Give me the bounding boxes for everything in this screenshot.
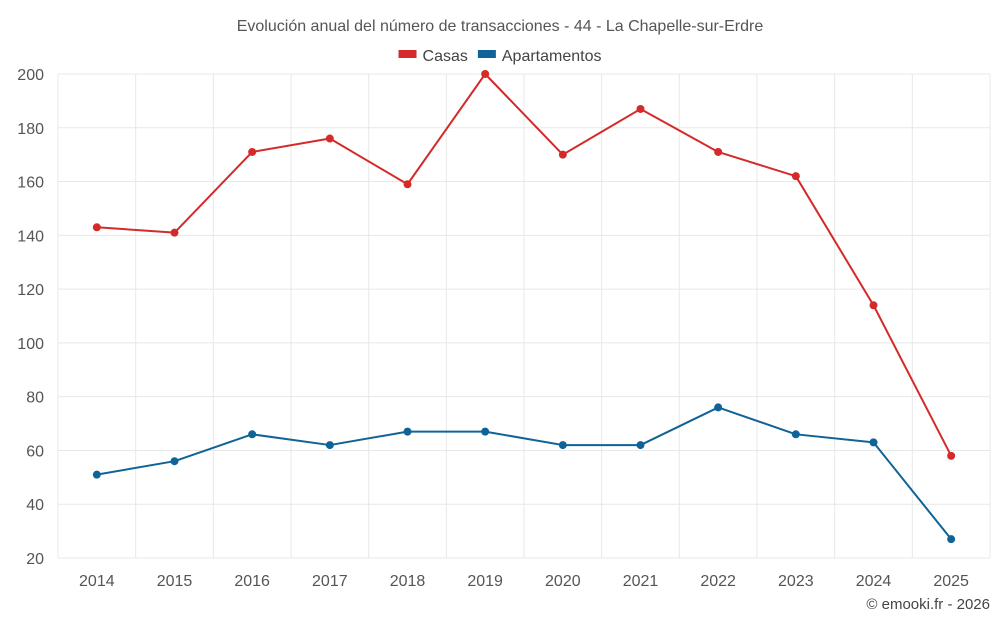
y-tick-label: 200 — [17, 67, 44, 84]
data-point[interactable] — [248, 430, 257, 439]
x-tick-label: 2020 — [545, 573, 581, 590]
x-tick-label: 2025 — [933, 573, 969, 590]
y-axis: 20 40 60 80 100 120 140 160 180 200 — [17, 67, 44, 568]
series-casas — [92, 70, 956, 460]
data-point[interactable] — [481, 70, 490, 78]
data-point[interactable] — [481, 427, 490, 436]
data-point[interactable] — [170, 228, 179, 237]
data-point[interactable] — [92, 470, 101, 479]
data-point[interactable] — [325, 441, 334, 450]
series-apartamentos — [92, 403, 956, 544]
x-tick-label: 2021 — [623, 573, 659, 590]
data-point[interactable] — [714, 147, 723, 156]
legend-swatch — [477, 50, 496, 58]
data-point[interactable] — [558, 150, 567, 159]
data-point[interactable] — [869, 438, 878, 447]
data-point[interactable] — [791, 430, 800, 439]
data-point[interactable] — [791, 172, 800, 181]
data-point[interactable] — [947, 535, 956, 544]
x-tick-label: 2014 — [79, 573, 115, 590]
data-point[interactable] — [248, 147, 257, 156]
legend-swatch — [398, 50, 417, 58]
legend-label: Casas — [423, 48, 468, 65]
data-point[interactable] — [869, 301, 878, 310]
y-tick-label: 100 — [17, 336, 44, 353]
x-tick-label: 2019 — [467, 573, 503, 590]
x-axis: 2014 2015 2016 2017 2018 2019 2020 2021 2022 2023… — [79, 573, 969, 590]
data-point[interactable] — [636, 441, 645, 450]
legend-item-casas[interactable]: Casas — [398, 48, 468, 65]
data-point[interactable] — [636, 104, 645, 113]
x-tick-label: 2017 — [312, 573, 348, 590]
data-point[interactable] — [92, 223, 101, 232]
data-point[interactable] — [403, 180, 412, 189]
legend-label: Apartamentos — [502, 48, 602, 65]
data-point[interactable] — [947, 451, 956, 460]
chart-title: Evolución anual del número de transaccio… — [237, 18, 764, 35]
series-line-casas — [96, 73, 953, 457]
legend-item-apartamentos[interactable]: Apartamentos — [477, 48, 602, 65]
y-tick-label: 80 — [26, 390, 44, 407]
data-point[interactable] — [170, 457, 179, 466]
grid — [57, 73, 991, 559]
x-tick-label: 2023 — [778, 573, 814, 590]
x-tick-label: 2015 — [157, 573, 193, 590]
x-tick-label: 2022 — [700, 573, 736, 590]
x-tick-label: 2024 — [856, 573, 892, 590]
data-point[interactable] — [403, 427, 412, 436]
y-tick-label: 140 — [17, 228, 44, 245]
credit-text: © emooki.fr - 2026 — [866, 596, 990, 613]
data-point[interactable] — [558, 441, 567, 450]
series-group — [92, 70, 956, 544]
y-tick-label: 180 — [17, 121, 44, 138]
y-tick-label: 40 — [26, 497, 44, 514]
y-tick-label: 20 — [26, 551, 44, 568]
data-point[interactable] — [714, 403, 723, 412]
data-point[interactable] — [325, 134, 334, 143]
x-tick-label: 2016 — [234, 573, 270, 590]
y-tick-label: 160 — [17, 175, 44, 192]
y-tick-label: 120 — [17, 282, 44, 299]
x-tick-label: 2018 — [390, 573, 426, 590]
y-tick-label: 60 — [26, 443, 44, 460]
series-line-apartamentos — [96, 406, 952, 540]
legend: Casas Apartamentos — [398, 48, 602, 65]
